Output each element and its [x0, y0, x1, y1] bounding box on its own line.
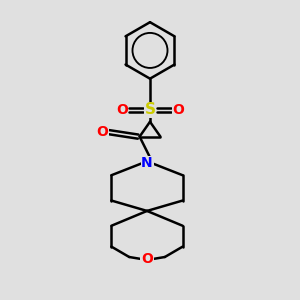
Text: O: O [116, 103, 128, 117]
Text: O: O [141, 252, 153, 266]
Text: S: S [145, 102, 155, 117]
Text: O: O [172, 103, 184, 117]
Text: N: N [141, 156, 153, 170]
Text: O: O [97, 125, 108, 139]
